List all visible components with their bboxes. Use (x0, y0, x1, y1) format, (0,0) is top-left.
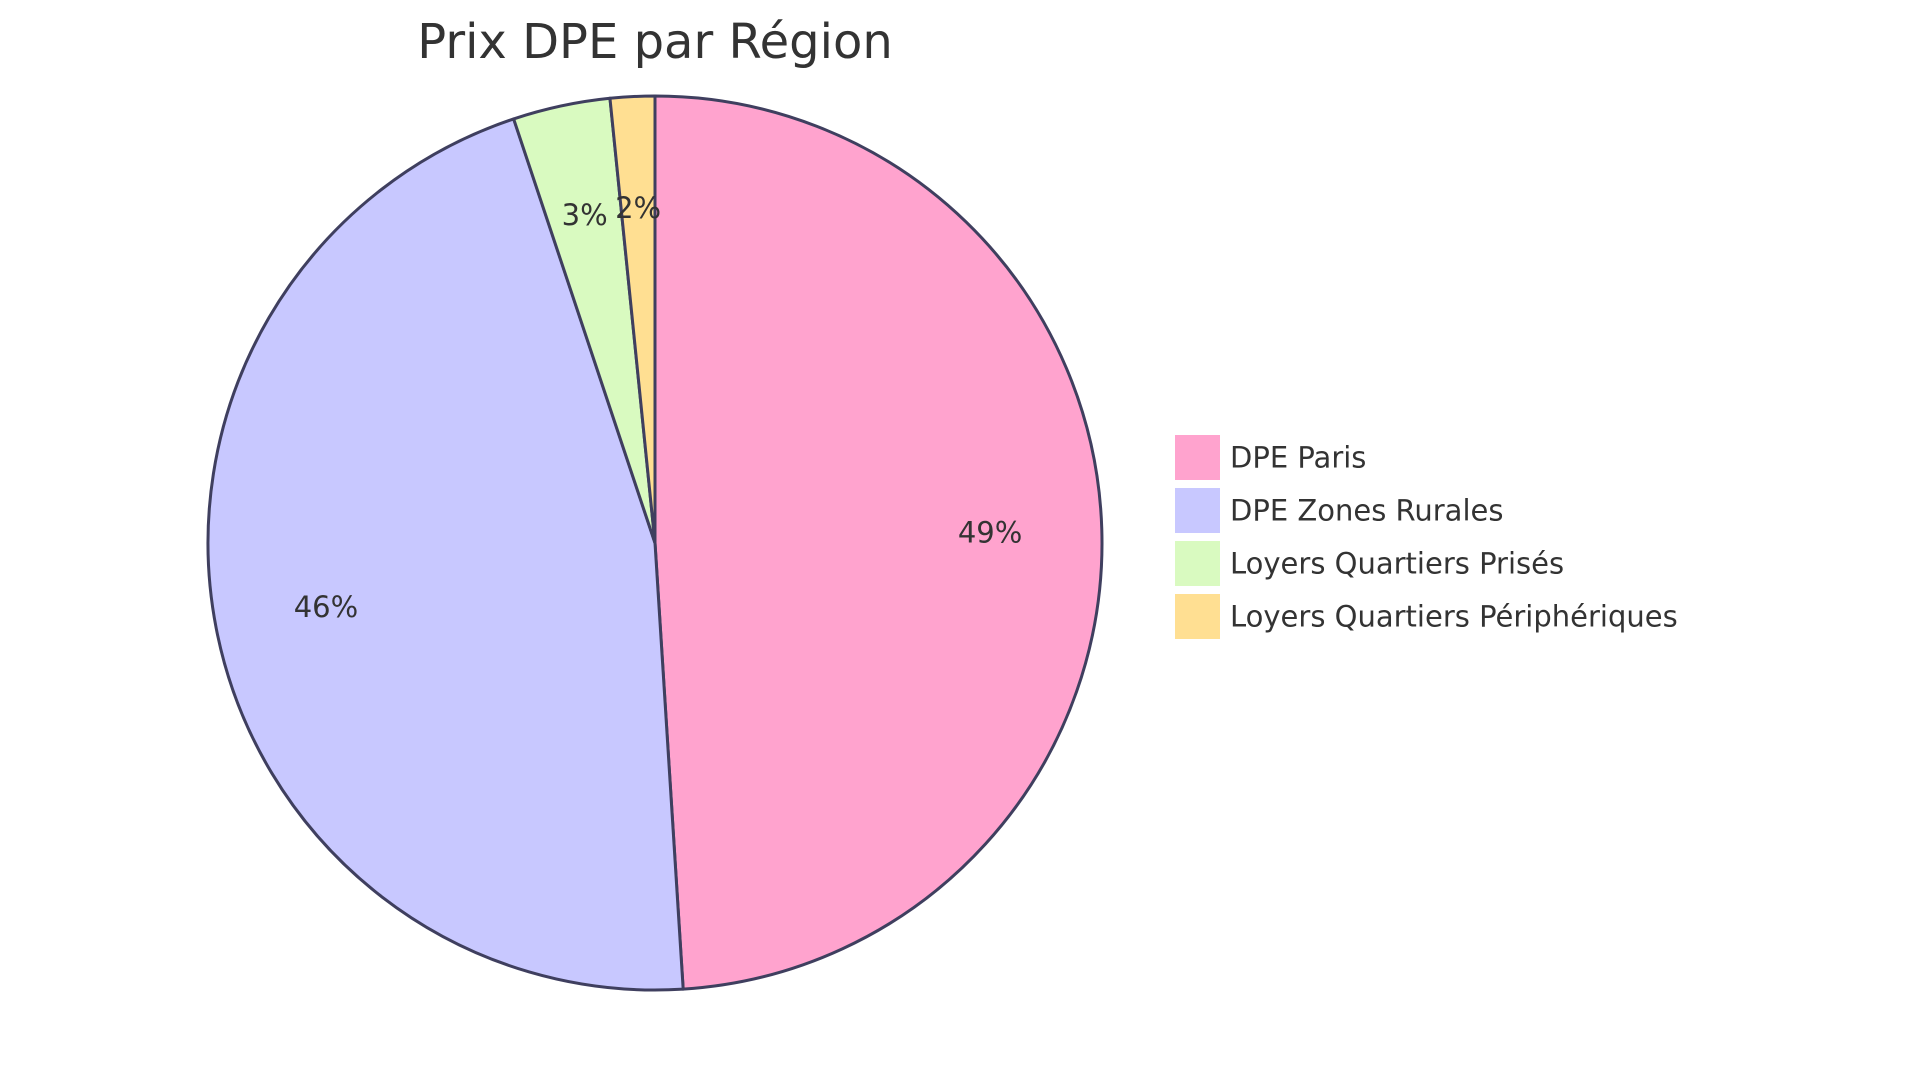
slice-label-loyers-quartiers-peripheriques: 2% (615, 191, 661, 225)
slice-labels: 49% 46% 3% 2% (294, 191, 1023, 624)
pie-slice-loyers-quartiers-peripheriques (608, 94, 657, 545)
pie-slice-dpe-zones-rurales (206, 117, 685, 992)
legend-label-loyers-quartiers-peripheriques: Loyers Quartiers Périphériques (1230, 600, 1678, 634)
legend-label-loyers-quartiers-prises: Loyers Quartiers Prisés (1230, 547, 1564, 581)
chart-title: Prix DPE par Région (417, 14, 893, 70)
legend-swatch-dpe-zones-rurales (1175, 488, 1220, 533)
legend-label-dpe-paris: DPE Paris (1230, 441, 1366, 475)
legend-swatch-dpe-paris (1175, 435, 1220, 480)
legend-swatch-loyers-quartiers-prises (1175, 541, 1220, 586)
legend: DPE Paris DPE Zones Rurales Loyers Quartie… (1175, 435, 1678, 639)
pie-slices (206, 94, 1104, 992)
slice-label-loyers-quartiers-prises: 3% (562, 198, 608, 232)
pie-slice-dpe-paris (653, 94, 1104, 991)
legend-swatch-loyers-quartiers-peripheriques (1175, 594, 1220, 639)
legend-label-dpe-zones-rurales: DPE Zones Rurales (1230, 494, 1503, 528)
slice-label-dpe-paris: 49% (958, 515, 1022, 549)
slice-label-dpe-zones-rurales: 46% (294, 590, 358, 624)
